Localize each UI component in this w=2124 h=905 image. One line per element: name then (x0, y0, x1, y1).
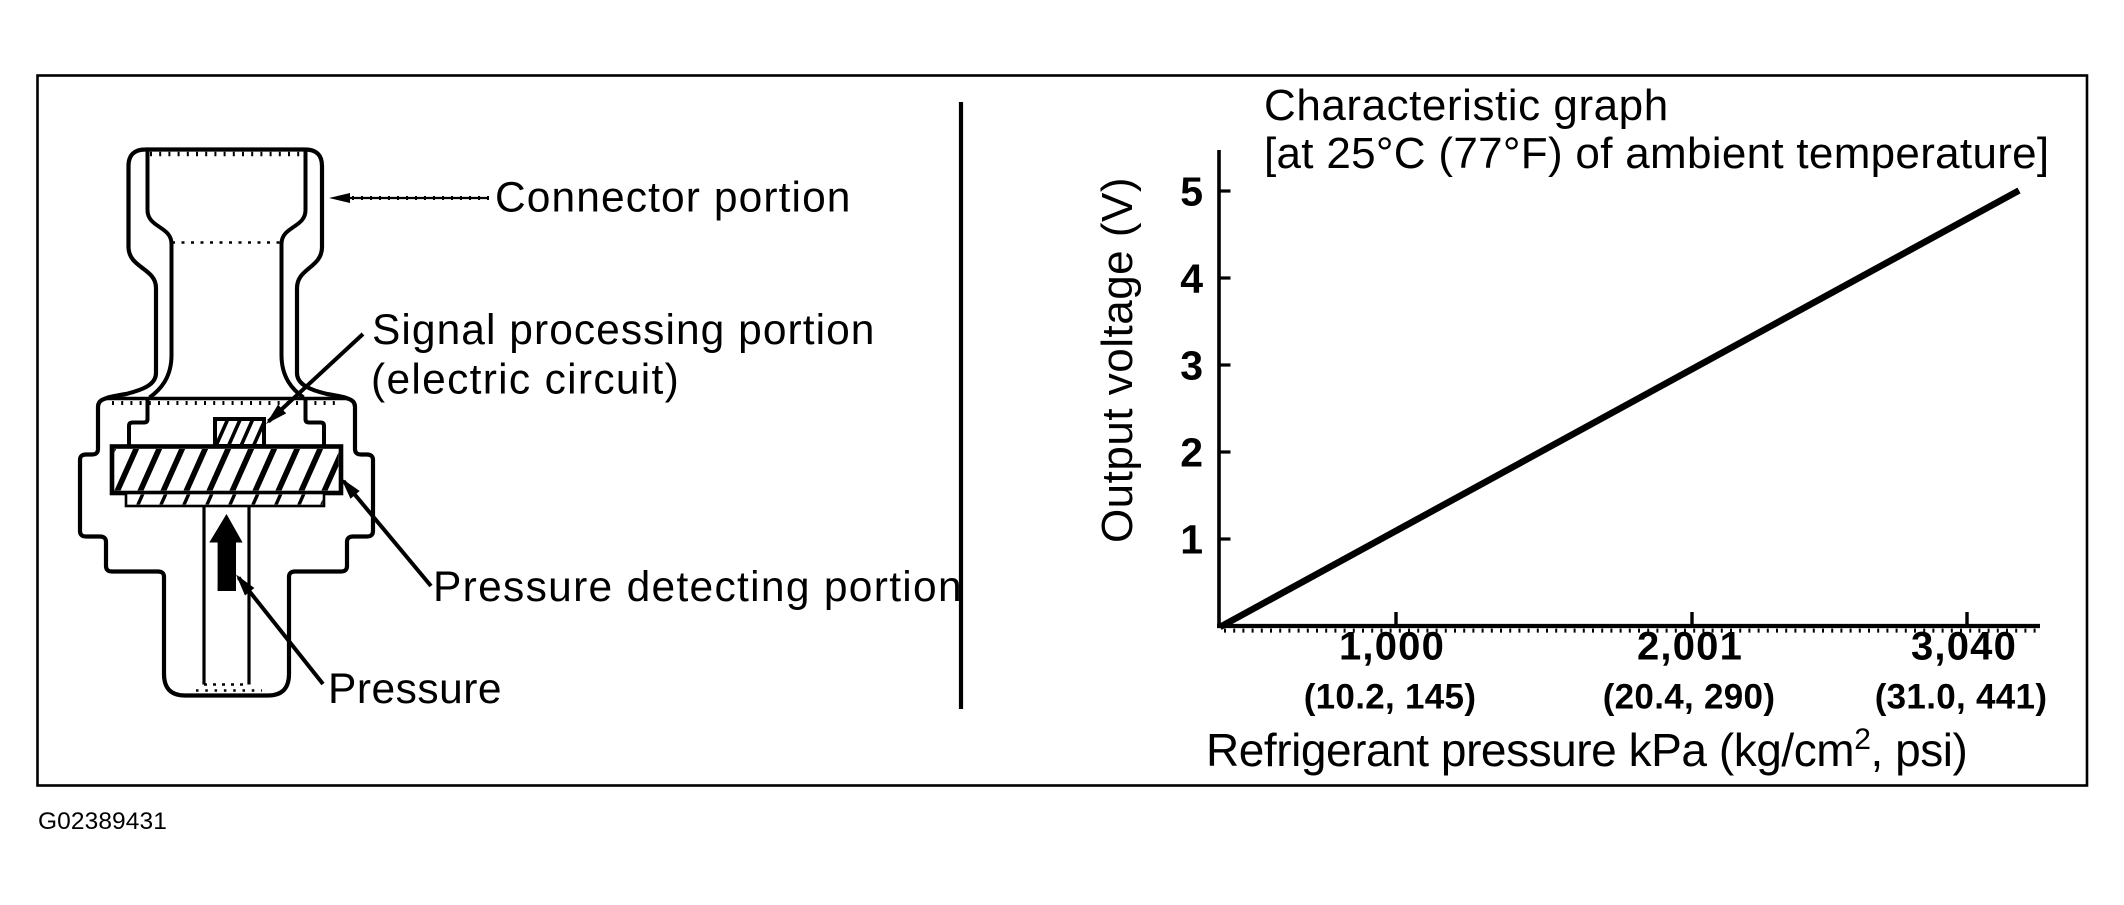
svg-text:3: 3 (1180, 343, 1203, 389)
svg-text:Pressure detecting portion: Pressure detecting portion (433, 564, 963, 611)
svg-text:5: 5 (1180, 169, 1203, 215)
svg-text:2: 2 (1180, 430, 1203, 476)
svg-text:Refrigerant pressure kPa (kg/c: Refrigerant pressure kPa (kg/cm2, psi) (1206, 723, 1967, 776)
svg-text:Signal processing portion: Signal processing portion (372, 307, 875, 354)
svg-text:Output voltage (V): Output voltage (V) (1093, 177, 1142, 543)
svg-text:1,000: 1,000 (1339, 625, 1445, 669)
svg-text:Connector portion: Connector portion (495, 175, 852, 222)
svg-text:G02389431: G02389431 (38, 808, 167, 835)
svg-text:(31.0, 441): (31.0, 441) (1875, 678, 2048, 717)
svg-text:[at 25°C (77°F) of ambient tem: [at 25°C (77°F) of ambient temperature] (1264, 129, 2049, 178)
svg-text:2,001: 2,001 (1637, 625, 1743, 669)
svg-text:Pressure: Pressure (328, 666, 502, 713)
svg-text:(10.2, 145): (10.2, 145) (1304, 678, 1477, 717)
svg-text:(20.4, 290): (20.4, 290) (1603, 678, 1776, 717)
svg-text:3,040: 3,040 (1911, 625, 2017, 669)
svg-text:1: 1 (1180, 517, 1203, 563)
svg-text:Characteristic graph: Characteristic graph (1264, 81, 1669, 130)
svg-text:(electric circuit): (electric circuit) (371, 357, 680, 404)
svg-text:4: 4 (1180, 256, 1203, 302)
